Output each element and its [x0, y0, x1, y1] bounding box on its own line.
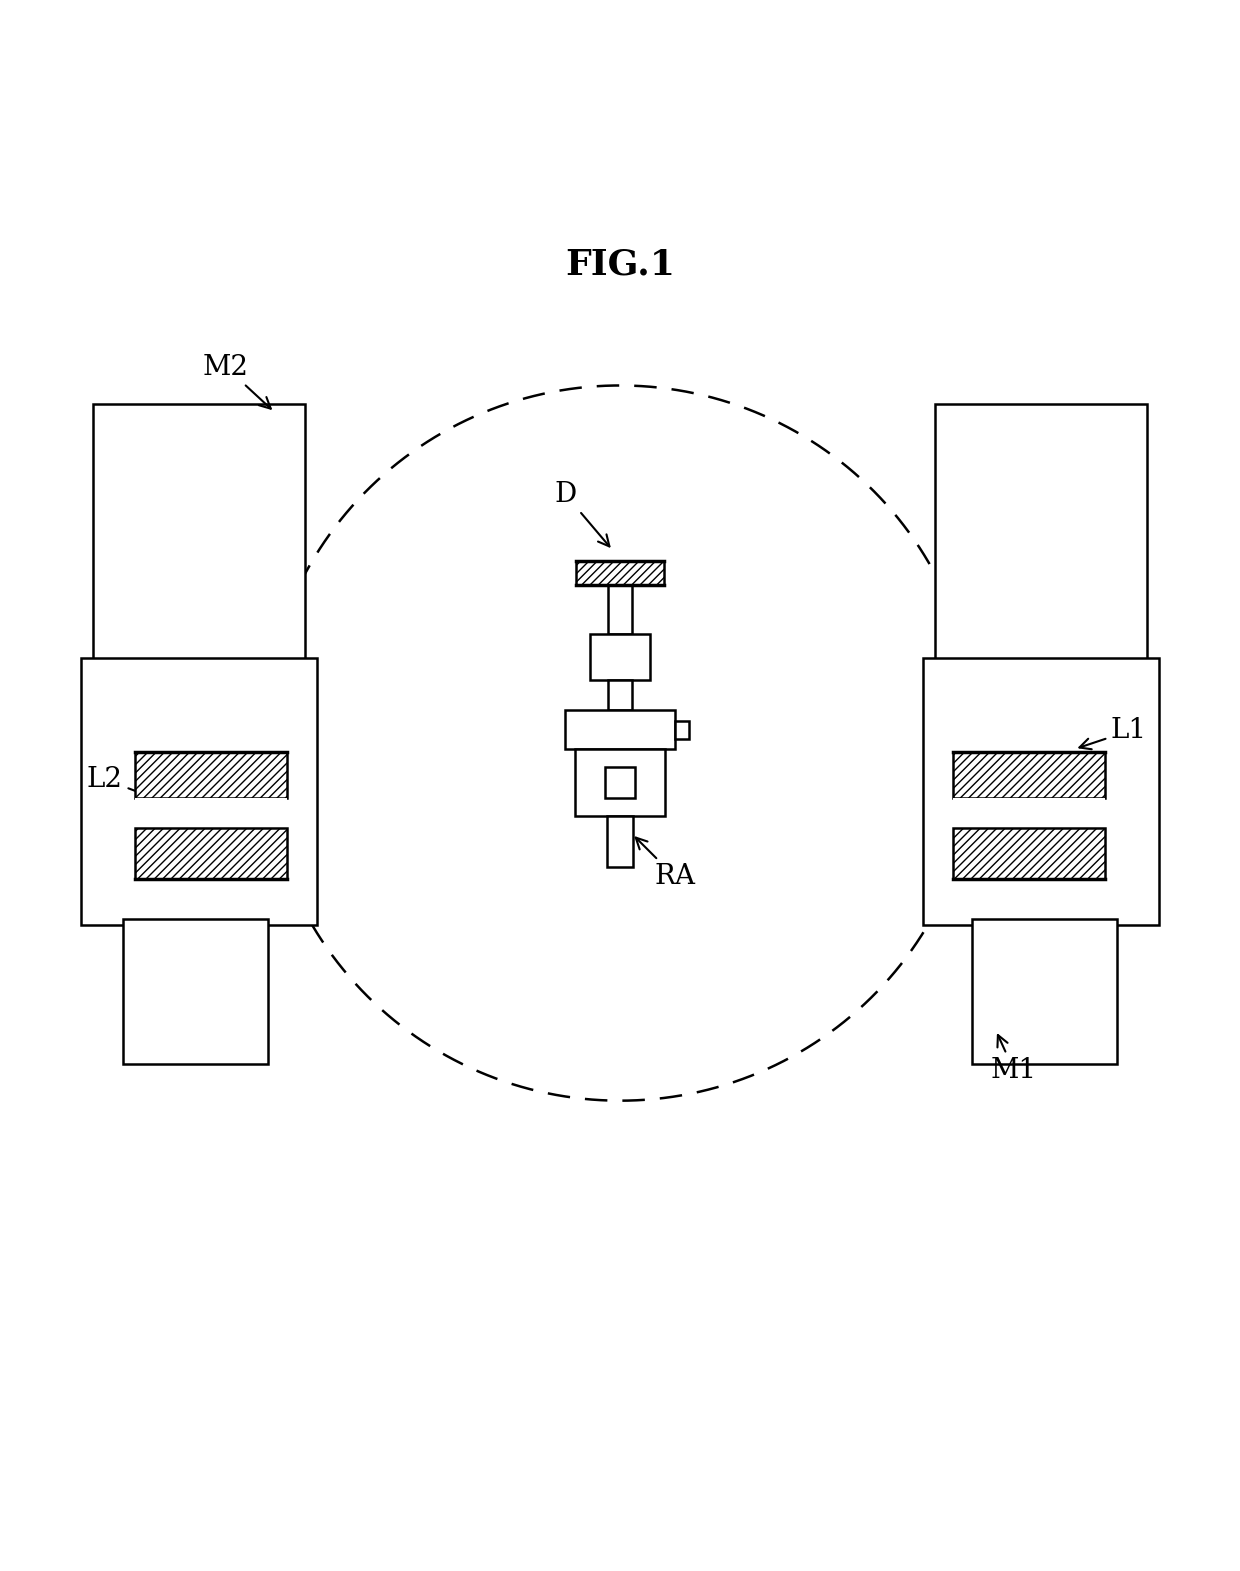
Bar [577, 561, 663, 586]
Bar [605, 767, 635, 798]
Bar [608, 586, 632, 635]
Bar [972, 919, 1117, 1064]
Text: M1: M1 [991, 1035, 1037, 1084]
Bar [93, 404, 305, 665]
Bar [135, 828, 286, 878]
Text: D: D [554, 481, 609, 547]
Bar [606, 815, 634, 867]
Text: L2: L2 [87, 767, 155, 800]
Text: L1: L1 [1080, 718, 1147, 749]
Bar [954, 798, 1105, 822]
Bar [675, 721, 689, 738]
Bar [135, 798, 286, 822]
Text: M2: M2 [203, 353, 270, 408]
Bar [565, 710, 675, 749]
Text: RA: RA [636, 837, 696, 889]
Text: FIG.1: FIG.1 [565, 247, 675, 281]
Bar [135, 751, 286, 798]
Bar [954, 828, 1105, 878]
Bar [935, 404, 1147, 665]
Bar [574, 749, 666, 815]
Bar [954, 751, 1105, 798]
Bar [123, 919, 268, 1064]
Bar [81, 658, 317, 925]
Bar [608, 680, 632, 710]
Bar [923, 658, 1159, 925]
Bar [590, 635, 650, 680]
